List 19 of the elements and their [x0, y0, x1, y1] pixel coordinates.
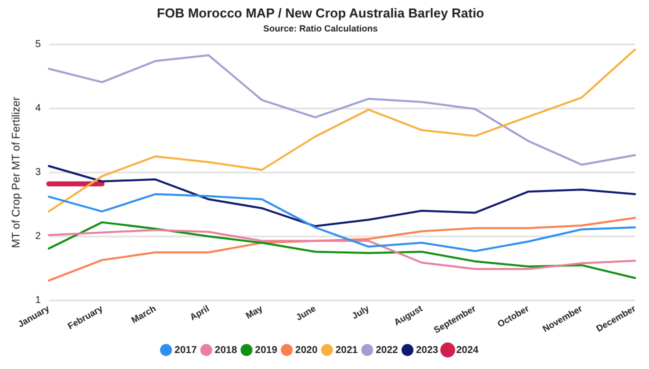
x-tick-label: May — [244, 303, 264, 321]
legend-label: 2019 — [255, 344, 278, 356]
x-tick-label: June — [294, 303, 318, 322]
legend-label: 2017 — [174, 344, 198, 356]
chart-subtitle: Source: Ratio Calculations — [263, 23, 378, 34]
y-tick-label: 2 — [35, 231, 42, 242]
legend-label: 2021 — [336, 344, 358, 356]
legend-label: 2024 — [456, 344, 479, 356]
x-tick-label: July — [350, 303, 371, 321]
y-tick-label: 3 — [35, 167, 42, 178]
y-tick-label: 5 — [35, 39, 42, 50]
y-axis-title: MT of Crop Per MT of Fertilizer — [10, 96, 23, 248]
legend-label: 2018 — [214, 344, 238, 356]
legend-label: 2022 — [376, 344, 398, 356]
y-tick-label: 4 — [35, 103, 42, 114]
y-tick-label: 1 — [35, 295, 42, 306]
legend-label: 2023 — [416, 344, 439, 356]
chart-title: FOB Morocco MAP / New Crop Australia Barley Ratio — [156, 5, 484, 20]
legend-label: 2020 — [295, 344, 318, 356]
